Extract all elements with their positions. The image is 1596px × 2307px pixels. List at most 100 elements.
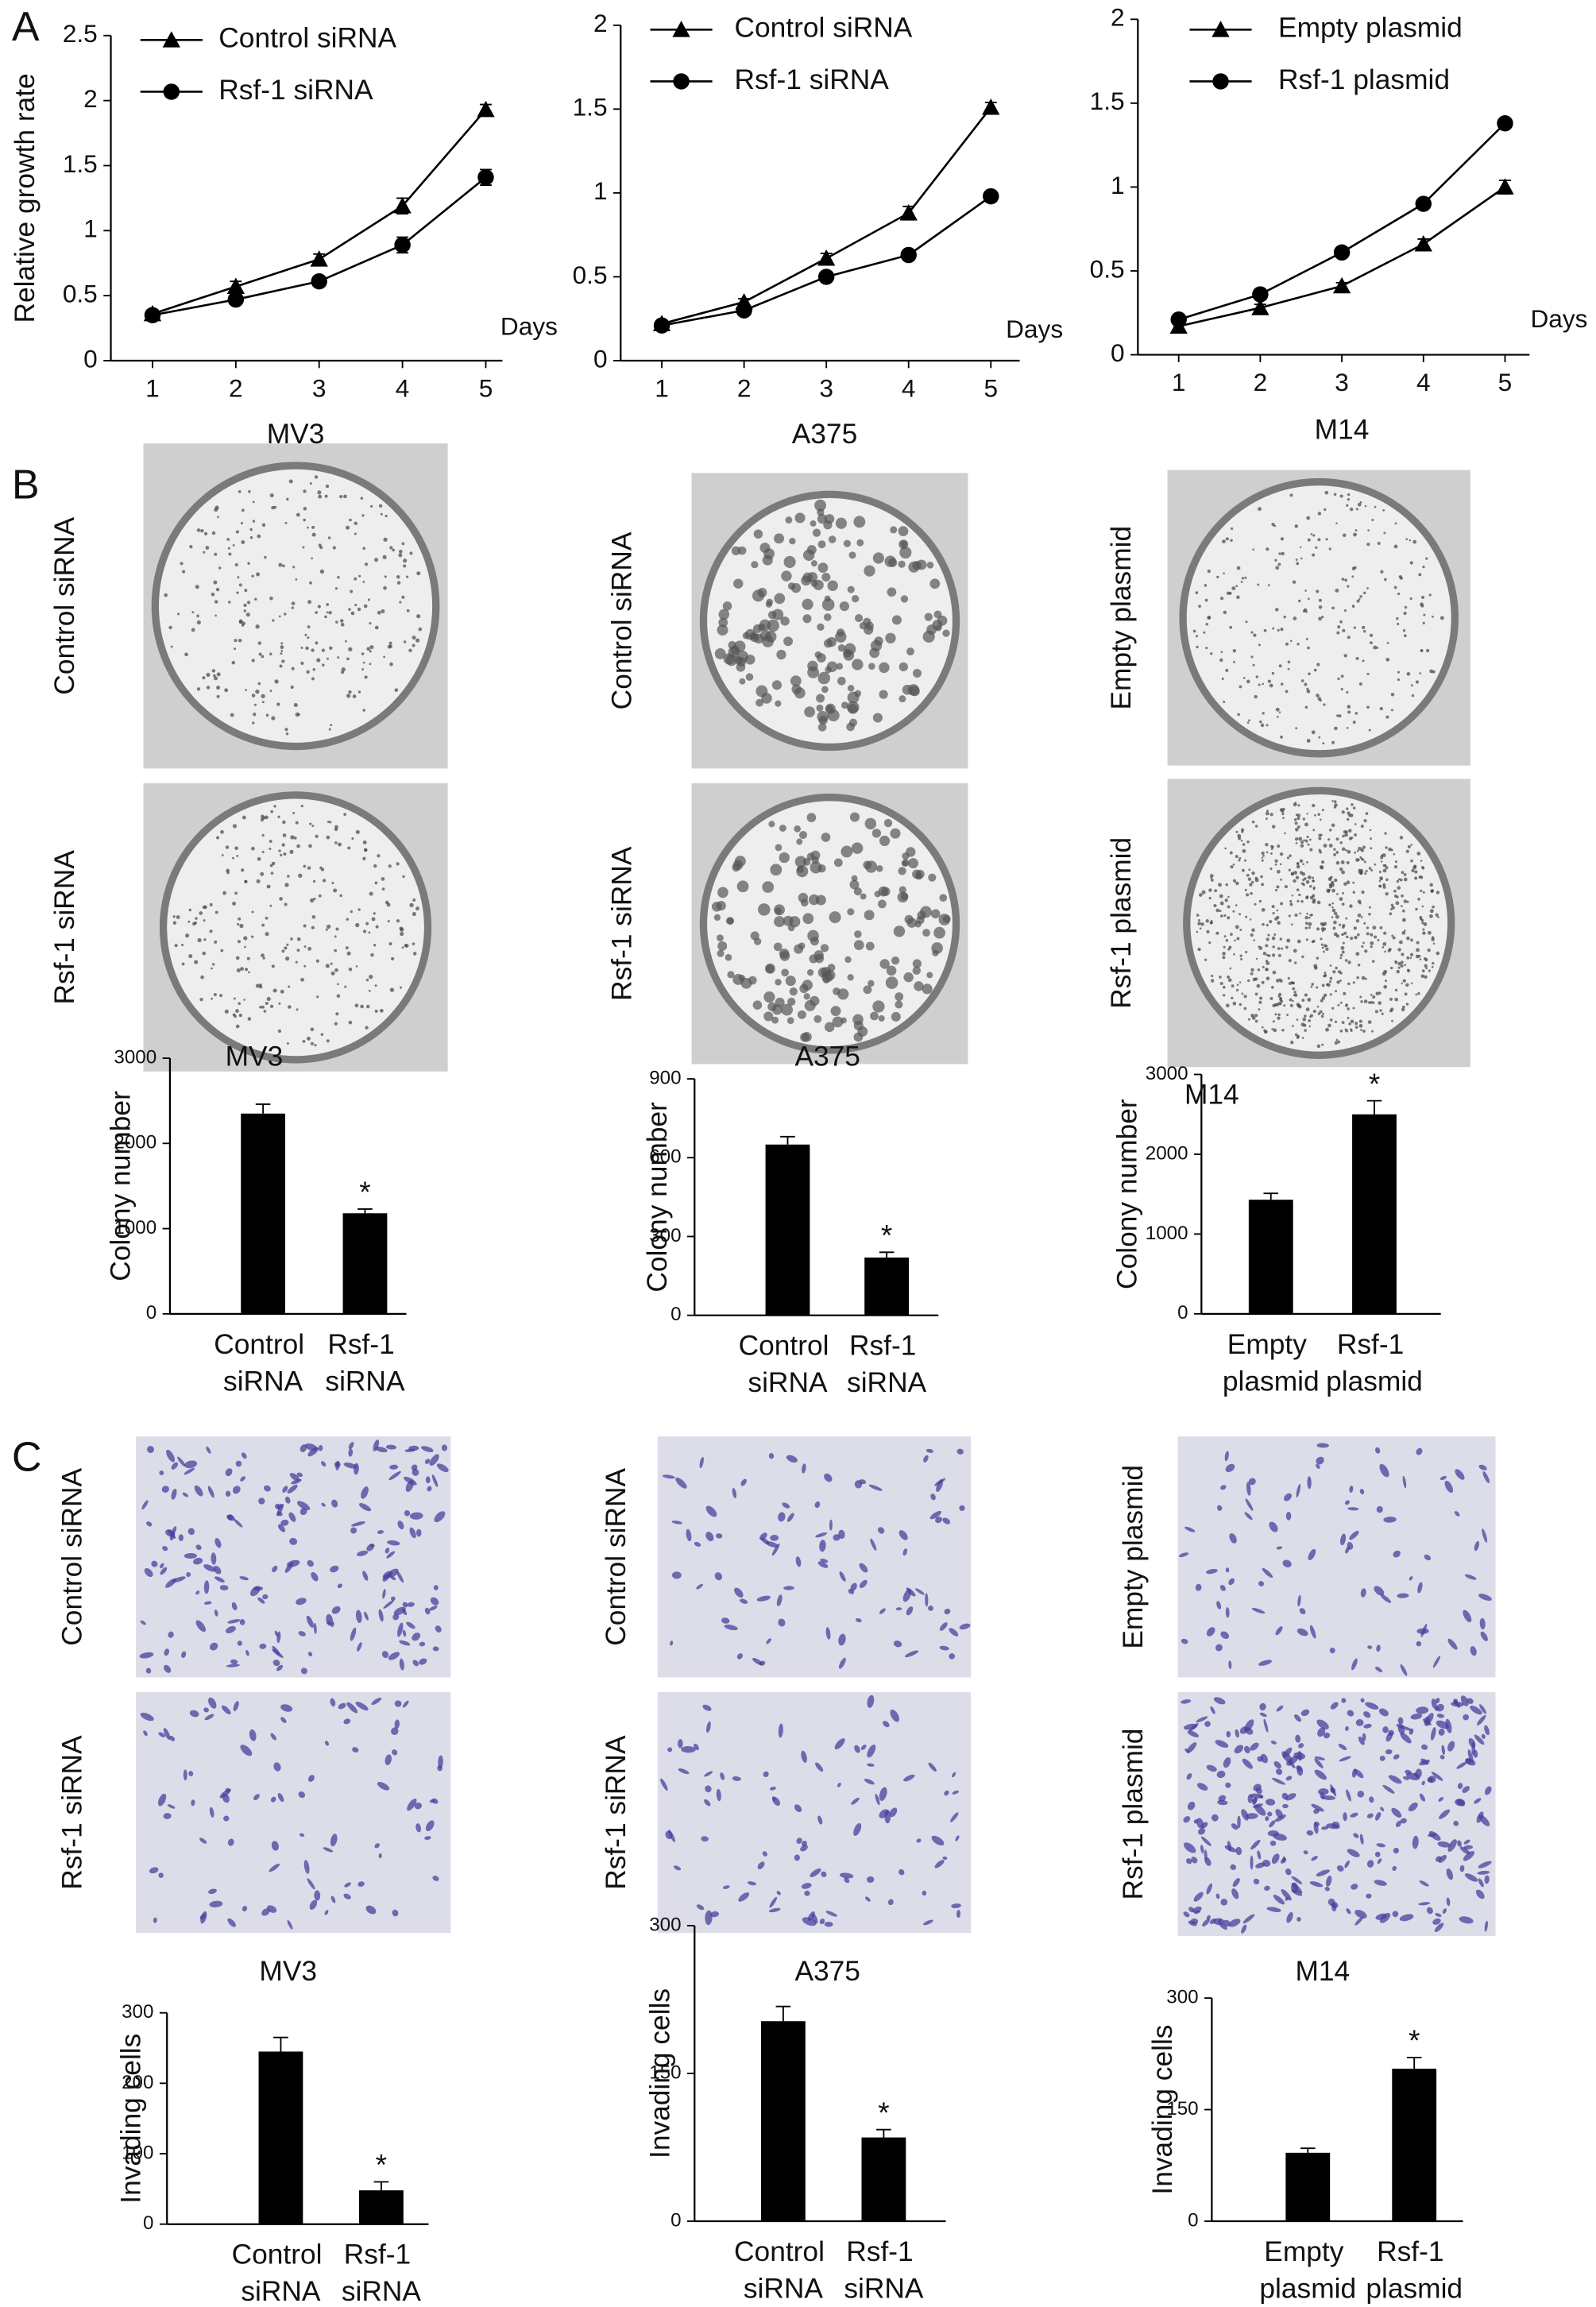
cell <box>435 1625 442 1633</box>
colony <box>1304 1029 1307 1032</box>
cell <box>1346 1789 1351 1802</box>
colony <box>1226 591 1231 595</box>
cell <box>895 1607 902 1611</box>
colony <box>1348 829 1352 833</box>
colony <box>1410 982 1413 985</box>
colony <box>1316 663 1320 667</box>
colony <box>1354 1022 1358 1026</box>
colony <box>926 972 933 979</box>
colony <box>231 856 234 860</box>
colony <box>1424 964 1428 968</box>
colony <box>1338 714 1342 718</box>
colony <box>1294 837 1299 841</box>
colony <box>1203 631 1206 634</box>
cell <box>1366 1893 1372 1899</box>
colony <box>383 585 387 590</box>
cell <box>1339 1756 1351 1762</box>
colony <box>333 888 338 893</box>
colony <box>1346 817 1350 821</box>
colony <box>1312 553 1316 557</box>
cell <box>272 1645 280 1656</box>
colony <box>833 987 841 995</box>
cell <box>1216 1505 1223 1511</box>
cell <box>270 1733 276 1741</box>
colony <box>887 587 897 597</box>
colony <box>922 929 930 937</box>
colony <box>308 844 312 848</box>
colony <box>1388 948 1392 952</box>
cell <box>409 1512 423 1520</box>
colony <box>1405 849 1409 853</box>
colony <box>1359 856 1362 859</box>
colony <box>253 713 257 717</box>
cell <box>757 1861 765 1870</box>
cell <box>879 1809 889 1818</box>
colony <box>1274 558 1277 562</box>
cell <box>399 1658 404 1671</box>
cell <box>794 1854 800 1861</box>
colony <box>1307 843 1310 846</box>
colony <box>1289 899 1293 903</box>
colony <box>1354 851 1357 854</box>
colony <box>415 638 420 643</box>
colony <box>1394 997 1398 1002</box>
colony <box>377 610 381 615</box>
colony <box>243 609 246 612</box>
colony <box>1342 834 1345 838</box>
colony <box>1306 516 1311 520</box>
colony <box>1335 851 1339 854</box>
colony <box>396 574 400 579</box>
cell <box>1271 1853 1280 1865</box>
colony <box>1210 919 1213 922</box>
colony <box>890 526 898 534</box>
cell <box>195 1590 200 1595</box>
cell <box>1457 1783 1463 1790</box>
cell <box>289 1537 298 1545</box>
colony <box>1335 934 1339 938</box>
colony <box>238 1002 241 1005</box>
cell <box>219 1788 231 1799</box>
cell <box>944 1608 951 1615</box>
colony <box>1235 988 1239 991</box>
colony <box>211 593 215 597</box>
cell <box>903 1774 915 1782</box>
colony <box>1289 493 1293 497</box>
colony <box>279 897 283 901</box>
x-tick-label: 1 <box>145 374 160 403</box>
bar <box>359 2190 404 2224</box>
colony <box>197 937 202 943</box>
colony <box>1401 871 1405 875</box>
colony <box>1288 959 1292 963</box>
chart-title: M14 <box>1315 415 1370 446</box>
colony <box>895 1000 903 1009</box>
colony <box>898 560 906 568</box>
colony <box>302 546 305 549</box>
cell <box>923 1455 929 1463</box>
cell <box>160 1563 164 1569</box>
colony <box>1271 845 1274 848</box>
colony <box>189 545 193 549</box>
cell <box>1374 1586 1385 1596</box>
colony <box>416 614 421 619</box>
colony <box>1321 946 1324 949</box>
colony <box>1382 972 1386 976</box>
colony <box>355 922 360 928</box>
cell <box>348 1442 354 1450</box>
colony <box>1335 860 1340 865</box>
x-tick-label: 4 <box>396 374 410 403</box>
colony <box>1293 961 1297 964</box>
cell <box>203 1707 209 1713</box>
colony <box>900 595 909 603</box>
colony <box>400 927 404 932</box>
cell <box>1178 1552 1189 1558</box>
colony <box>1239 954 1242 957</box>
colony <box>1250 880 1254 884</box>
cell <box>1444 1480 1454 1494</box>
colony <box>717 624 728 636</box>
colony <box>343 813 347 817</box>
colony <box>728 646 740 658</box>
colony <box>350 589 354 593</box>
x-tick-label: Rsf-1 siRNA <box>847 1331 927 1399</box>
photo-label: Control siRNA <box>601 1467 632 1645</box>
colony <box>311 914 316 919</box>
